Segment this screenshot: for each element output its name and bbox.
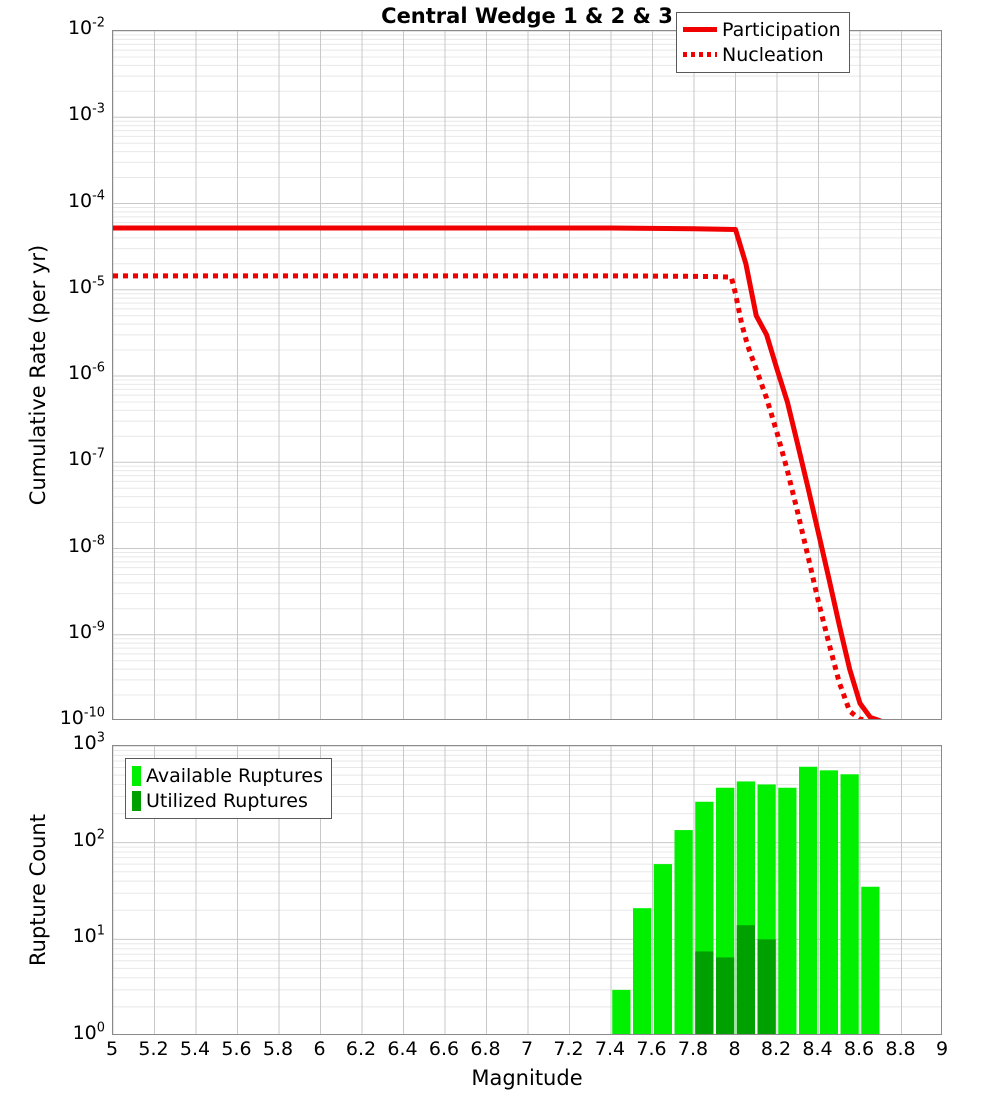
- top-y-axis-label: Cumulative Rate (per yr): [26, 244, 50, 506]
- available-rupture-bar: [861, 886, 880, 1034]
- bottom-y-axis-label: Rupture Count: [26, 814, 50, 966]
- legend-label-utilized: Utilized Ruptures: [146, 789, 308, 812]
- x-axis-label: Magnitude: [471, 1066, 583, 1090]
- legend-item-utilized-ruptures[interactable]: Utilized Ruptures: [132, 788, 323, 813]
- x-tick-label: 5: [105, 1038, 119, 1060]
- participation-line-swatch-icon: [683, 27, 717, 32]
- legend-label-available: Available Ruptures: [146, 764, 323, 787]
- x-tick-label: 9: [935, 1038, 949, 1060]
- top-grid: [113, 31, 941, 719]
- x-tick-label: 8.8: [885, 1038, 916, 1060]
- y-tick-label: 101: [72, 924, 105, 948]
- available-rupture-bar: [612, 989, 631, 1034]
- available-rupture-bar: [674, 830, 693, 1034]
- nucleation-curve: [113, 273, 873, 719]
- y-tick-label: 10-7: [67, 446, 105, 471]
- x-tick-label: 7: [520, 1038, 534, 1060]
- mfd-legend: Participation Nucleation: [676, 12, 850, 73]
- x-tick-label: 5.6: [221, 1038, 252, 1060]
- utilized-ruptures-swatch-icon: [132, 790, 141, 811]
- mfd-plot-axes: [112, 30, 942, 720]
- rupture-legend: Available Ruptures Utilized Ruptures: [125, 758, 332, 819]
- x-tick-label: 5.2: [138, 1038, 169, 1060]
- utilized-rupture-bar: [716, 957, 735, 1034]
- x-tick-label: 8.4: [802, 1038, 833, 1060]
- x-tick-label: 5.8: [262, 1038, 294, 1060]
- y-tick-label: 10-9: [67, 619, 105, 643]
- available-rupture-bar: [653, 864, 672, 1034]
- y-tick-label: 100: [72, 1020, 105, 1044]
- available-rupture-bar: [799, 766, 818, 1034]
- x-tick-label: 6.2: [345, 1038, 377, 1060]
- legend-item-available-ruptures[interactable]: Available Ruptures: [132, 763, 323, 788]
- y-tick-label: 103: [72, 730, 105, 754]
- utilized-rupture-bar: [695, 951, 714, 1034]
- x-tick-label: 6.4: [387, 1038, 418, 1060]
- y-tick-label: 10-10: [59, 705, 105, 729]
- x-tick-label: 6.8: [470, 1038, 501, 1060]
- x-tick-label: 8.2: [760, 1038, 792, 1060]
- x-tick-label: 7.2: [553, 1038, 584, 1060]
- legend-item-nucleation[interactable]: Nucleation: [683, 42, 841, 67]
- rupture-count-axes: Available Ruptures Utilized Ruptures: [112, 745, 942, 1035]
- y-tick-label: 10-5: [67, 274, 105, 298]
- legend-label-participation: Participation: [722, 18, 841, 41]
- x-tick-label: 7.8: [677, 1038, 709, 1060]
- x-tick-label: 7.4: [594, 1038, 626, 1060]
- y-tick-label: 10-3: [67, 101, 105, 126]
- utilized-rupture-bar: [736, 925, 755, 1034]
- legend-label-nucleation: Nucleation: [722, 43, 824, 66]
- available-rupture-bar: [778, 787, 797, 1034]
- legend-item-participation[interactable]: Participation: [683, 17, 841, 42]
- y-tick-label: 102: [72, 827, 105, 851]
- y-tick-label: 10-8: [67, 533, 105, 557]
- nucleation-dotted-line-swatch-icon: [683, 52, 717, 57]
- x-tick-label: 8: [728, 1038, 741, 1060]
- utilized-rupture-bar: [757, 939, 776, 1034]
- available-ruptures-swatch-icon: [132, 765, 141, 786]
- page-title: Central Wedge 1 & 2 & 3: [381, 4, 673, 28]
- available-rupture-bar: [819, 770, 838, 1034]
- y-tick-label: 10-4: [67, 188, 105, 212]
- rupture-bars-layer: [612, 766, 880, 1034]
- y-tick-label: 10-6: [67, 360, 105, 384]
- participation-curve: [113, 225, 882, 719]
- y-tick-label: 10-2: [67, 15, 105, 39]
- x-tick-label: 6: [313, 1038, 326, 1060]
- available-rupture-bar: [840, 774, 859, 1034]
- x-tick-label: 6.6: [428, 1038, 460, 1060]
- x-tick-label: 5.4: [179, 1038, 211, 1060]
- x-tick-label: 7.6: [636, 1038, 667, 1060]
- available-rupture-bar: [633, 908, 652, 1034]
- mfd-series-layer: [113, 225, 882, 719]
- x-tick-label: 8.6: [843, 1038, 875, 1060]
